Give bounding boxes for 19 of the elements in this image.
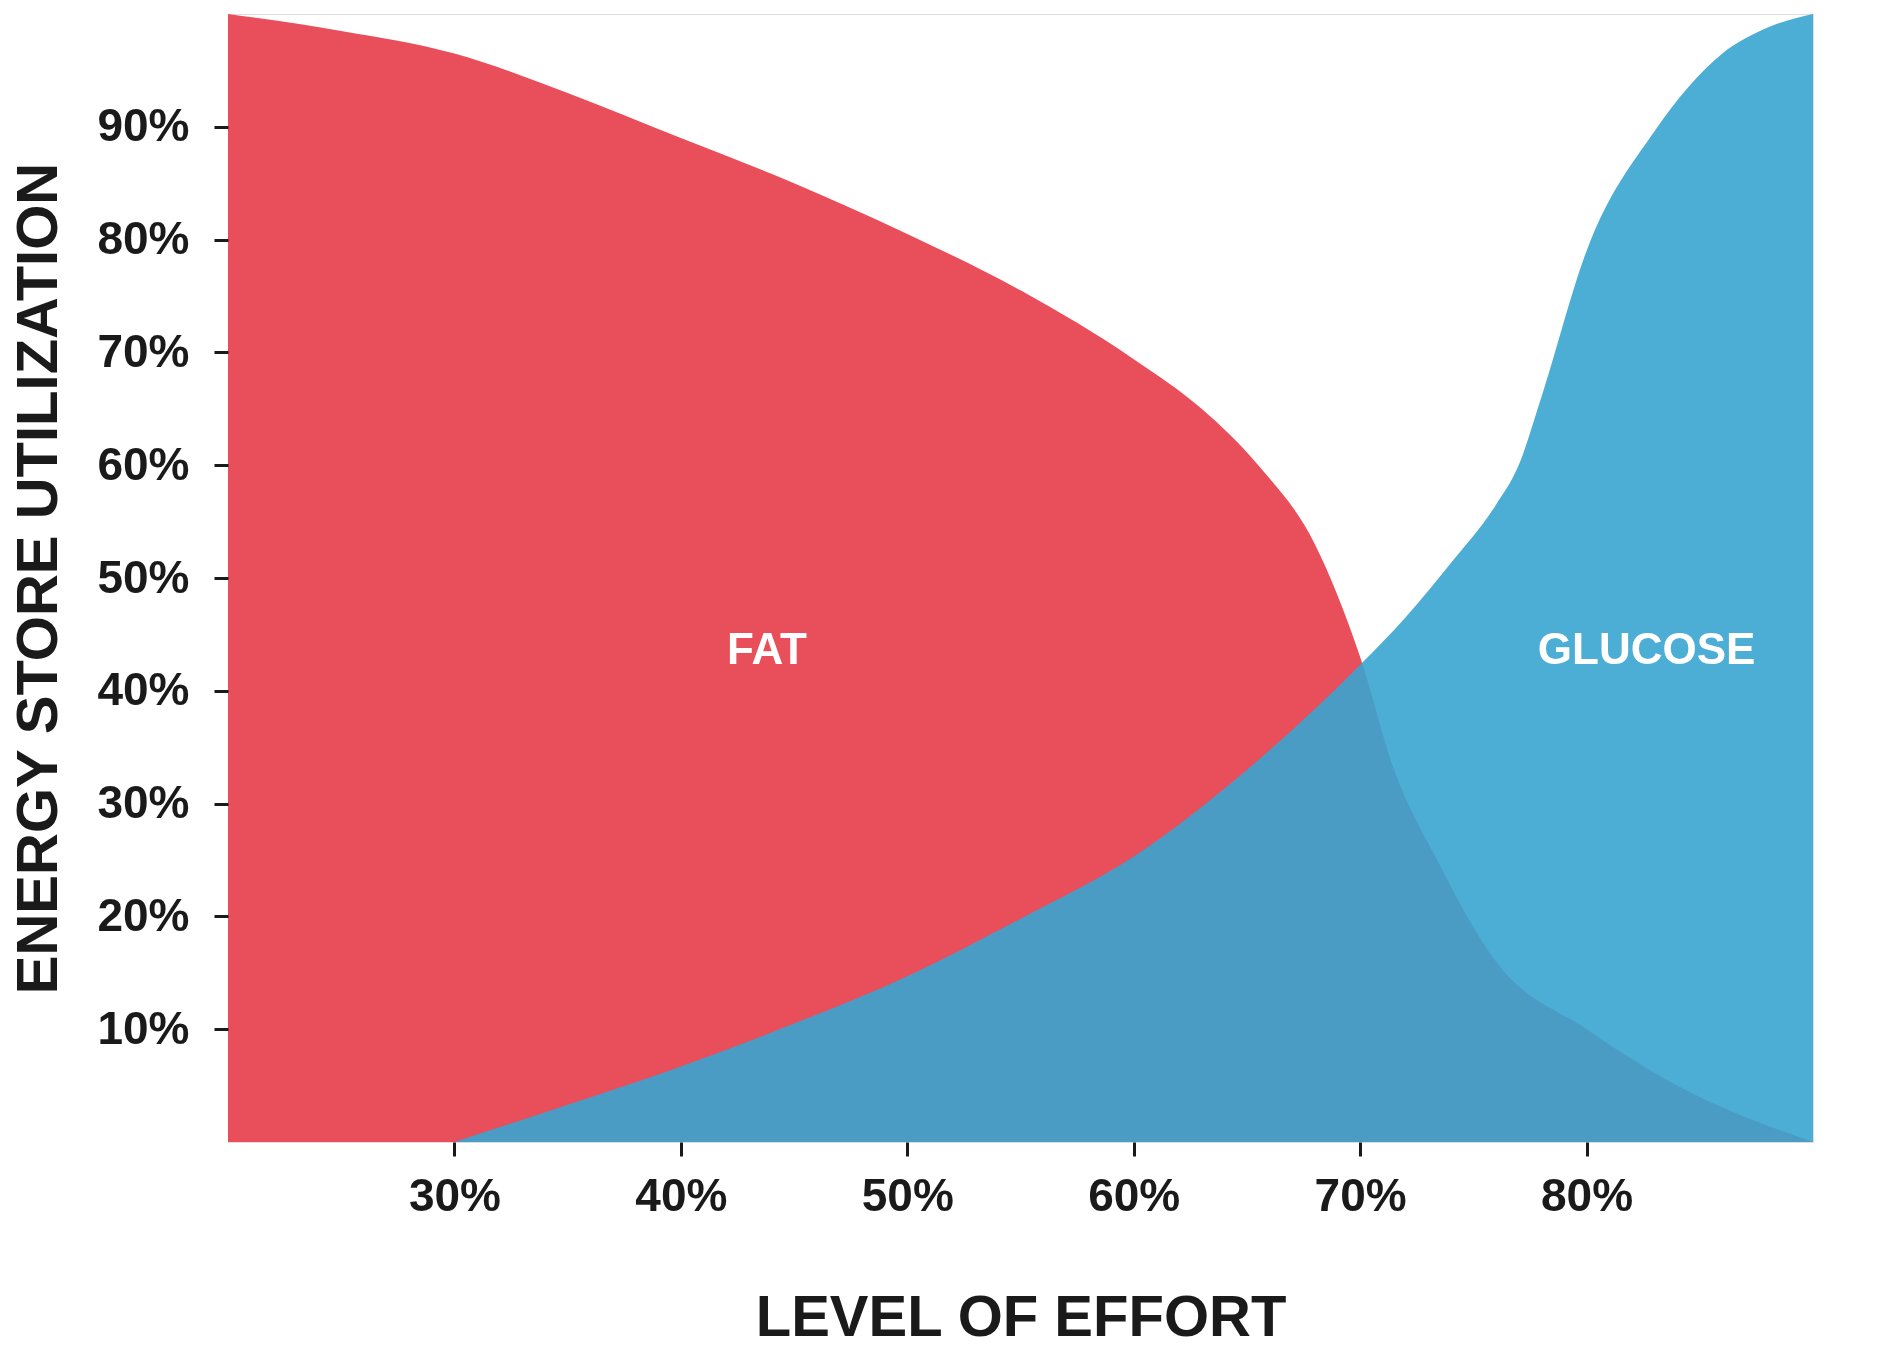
- x-tick-label: 60%: [1088, 1168, 1181, 1221]
- y-tick-label: 90%: [97, 99, 190, 152]
- y-tick-label: 80%: [97, 212, 190, 265]
- y-tick-label: 60%: [97, 437, 190, 490]
- x-tick-label: 40%: [635, 1168, 728, 1221]
- y-axis-title: ENERGY STORE UTILIZATION: [4, 162, 70, 995]
- y-tick-label: 20%: [97, 888, 190, 941]
- y-tick-label: 70%: [97, 324, 190, 377]
- series-label: GLUCOSE: [1537, 624, 1756, 674]
- x-tick-label: 30%: [408, 1168, 501, 1221]
- x-tick-label: 50%: [861, 1168, 954, 1221]
- x-axis-title: LEVEL OF EFFORT: [755, 1282, 1287, 1348]
- x-tick-label: 80%: [1541, 1168, 1634, 1221]
- y-tick-label: 10%: [97, 1001, 190, 1054]
- x-tick-label: 70%: [1314, 1168, 1407, 1221]
- y-tick-label: 50%: [97, 550, 190, 603]
- y-tick-label: 30%: [97, 776, 190, 829]
- y-tick-label: 40%: [97, 663, 190, 716]
- series-label: FAT: [726, 624, 807, 674]
